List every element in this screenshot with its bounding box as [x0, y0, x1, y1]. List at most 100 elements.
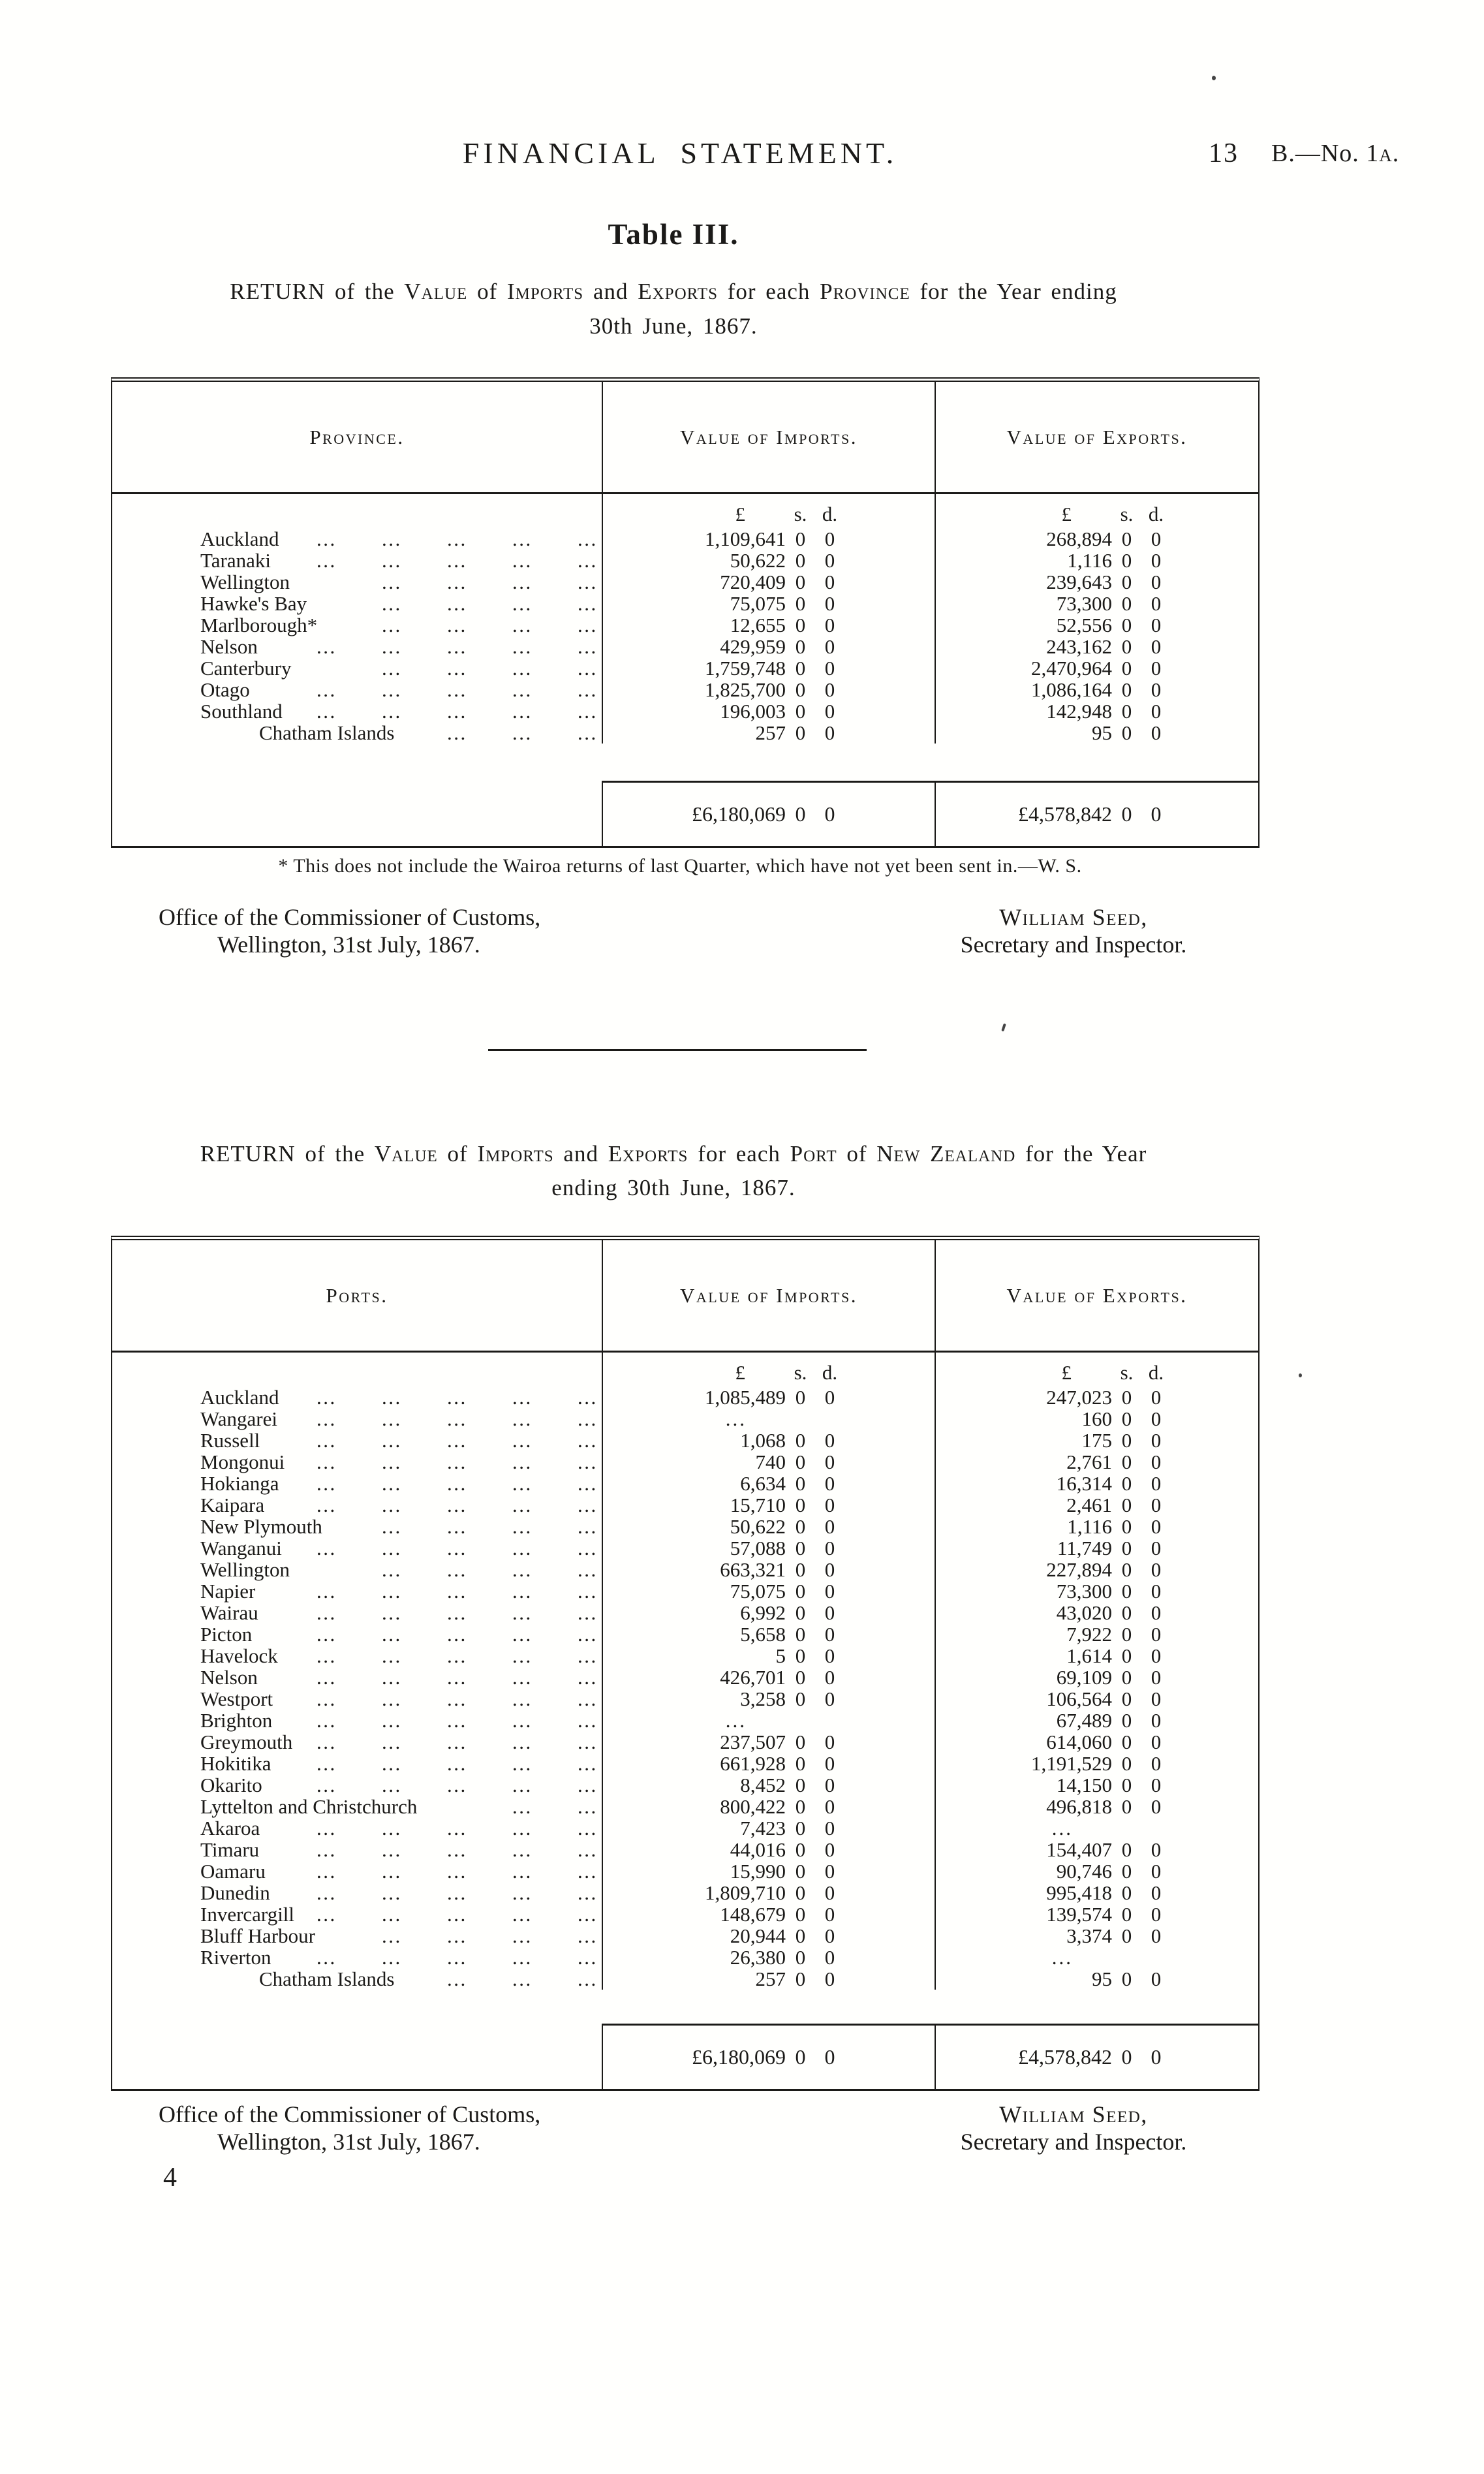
exports-value-cell: 160 0 0 — [935, 1408, 1258, 1430]
exports-pence: 0 — [1151, 1494, 1162, 1516]
row-label: Nelson — [200, 635, 258, 658]
scan-speck — [1299, 1373, 1302, 1377]
exports-amount: 175 — [1081, 1429, 1113, 1452]
dot-leader: ... — [578, 1644, 598, 1667]
dot-leader: ... — [447, 571, 467, 593]
dot-leader: ... — [512, 1817, 533, 1840]
row-label-cell: Wairau............... — [112, 1602, 602, 1623]
exports-amount: ... — [1051, 1946, 1073, 1969]
dot-leader: ... — [512, 1752, 533, 1775]
dot-leader: ... — [578, 1494, 598, 1516]
imports-amount: 740 — [755, 1450, 786, 1473]
exports-value-cell: 2,461 0 0 — [935, 1494, 1258, 1516]
dot-leader: ... — [382, 1838, 402, 1861]
exports-shillings: 0 — [1121, 721, 1132, 744]
dot-leader: ... — [317, 1407, 337, 1430]
table-row: Wellington............ 720,409 0 0 239,643 0 0 — [112, 571, 1258, 593]
imports-value-cell: 740 0 0 — [602, 1451, 935, 1473]
exports-pence: 0 — [1151, 592, 1162, 615]
dot-leader: ... — [578, 1407, 598, 1430]
exports-shillings: 0 — [1121, 1795, 1132, 1818]
imports-pence: 0 — [824, 1558, 835, 1581]
dot-leader: ... — [447, 1666, 467, 1689]
imports-shillings: 0 — [795, 1666, 806, 1689]
dot-leader: ... — [578, 1881, 598, 1904]
imports-value-cell: 15,710 0 0 — [602, 1494, 935, 1516]
dot-leader: ... — [578, 1838, 598, 1861]
text-segment: Exports — [608, 1141, 688, 1167]
text-segment: Exports — [638, 279, 718, 304]
exports-value-cell: 7,922 0 0 — [935, 1623, 1258, 1645]
row-label-cell: Southland............... — [112, 700, 602, 722]
dot-leader: ... — [382, 657, 402, 680]
table-row: Picton............... 5,658 0 0 7,922 0 0 — [112, 1623, 1258, 1645]
exports-shillings: 0 — [1121, 1838, 1132, 1861]
printer-signature-mark: 4 — [163, 2163, 177, 2193]
dot-leader: ... — [512, 721, 533, 744]
imports-pence: 0 — [824, 1838, 835, 1861]
table-row: New Plymouth............ 50,622 0 0 1,116 0 0 — [112, 1516, 1258, 1537]
imports-pence: 0 — [824, 1623, 835, 1646]
imports-currency-header: £ s. d. — [602, 1353, 935, 1386]
imports-total-cell: £6,180,069 0 0 — [602, 2024, 935, 2089]
imports-value-cell: 800,422 0 0 — [602, 1796, 935, 1817]
row-label: Wellington — [200, 1558, 290, 1581]
imports-shillings: 0 — [795, 1472, 806, 1495]
imports-value-cell: 15,990 0 0 — [602, 1860, 935, 1882]
dot-leader: ... — [382, 1644, 402, 1667]
row-label: Akaroa — [200, 1817, 260, 1840]
office-line2: Wellington, 31st July, 1867. — [217, 2129, 480, 2155]
row-label: Mongonui — [200, 1450, 285, 1473]
exports-pence: 0 — [1151, 527, 1162, 550]
imports-shillings: 0 — [795, 678, 806, 701]
exports-shillings: 0 — [1121, 1881, 1132, 1904]
dot-leader: ... — [447, 1860, 467, 1883]
pence-header: d. — [1148, 1361, 1164, 1384]
dot-leader: ... — [578, 635, 598, 658]
dot-leader: ... — [578, 1860, 598, 1883]
dot-leader: ... — [512, 1580, 533, 1603]
dot-leader: ... — [447, 1817, 467, 1840]
table-row: Wellington............ 663,321 0 0 227,894 0 0 — [112, 1559, 1258, 1580]
dot-leader: ... — [512, 1795, 533, 1818]
imports-value-cell: 1,825,700 0 0 — [602, 679, 935, 700]
imports-value-cell: 75,075 0 0 — [602, 593, 935, 614]
imports-pence: 0 — [824, 1644, 835, 1667]
exports-shillings: 0 — [1121, 1666, 1132, 1689]
imports-pence: 0 — [824, 1580, 835, 1603]
text-segment: and — [553, 1141, 608, 1167]
table-row: Brighton.................. 67,489 0 0 — [112, 1710, 1258, 1731]
table-row: Kaipara............... 15,710 0 0 2,461 0 0 — [112, 1494, 1258, 1516]
row-label: Hokitika — [200, 1752, 271, 1775]
dot-leader: ... — [382, 1515, 402, 1538]
dot-leader: ... — [578, 1601, 598, 1624]
table-row: Invercargill............... 148,679 0 0 139,… — [112, 1903, 1258, 1925]
row-label-cell: Picton............... — [112, 1623, 602, 1645]
imports-amount: 5 — [775, 1644, 786, 1667]
exports-shillings: 0 — [1121, 1472, 1132, 1495]
imports-value-cell: 75,075 0 0 — [602, 1580, 935, 1602]
imports-shillings: 0 — [795, 1881, 806, 1904]
imports-shillings: 0 — [795, 1537, 806, 1559]
exports-value-cell: 139,574 0 0 — [935, 1903, 1258, 1925]
imports-pence: 0 — [824, 1494, 835, 1516]
exports-shillings: 0 — [1121, 1537, 1132, 1559]
exports-currency-header: £ s. d. — [935, 1353, 1258, 1386]
imports-amount: 429,959 — [720, 635, 786, 658]
exports-pence: 0 — [1151, 1601, 1162, 1624]
row-label: Wangarei — [200, 1407, 277, 1430]
exports-pence: 0 — [1151, 549, 1162, 572]
dot-leader: ... — [317, 1730, 337, 1753]
empty-cell — [112, 494, 602, 528]
text-segment: New Zealand — [876, 1141, 1016, 1167]
exports-pence: 0 — [1151, 1903, 1162, 1926]
imports-shillings: 0 — [795, 657, 806, 680]
imports-shillings: 0 — [795, 1924, 806, 1947]
table-row: Russell............... 1,068 0 0 175 0 0 — [112, 1430, 1258, 1451]
text-segment: of — [467, 279, 507, 304]
exports-amount: 1,116 — [1067, 549, 1112, 572]
dot-leader: ... — [447, 1580, 467, 1603]
exports-shillings: 0 — [1121, 1407, 1132, 1430]
imports-value-cell: 6,634 0 0 — [602, 1473, 935, 1494]
